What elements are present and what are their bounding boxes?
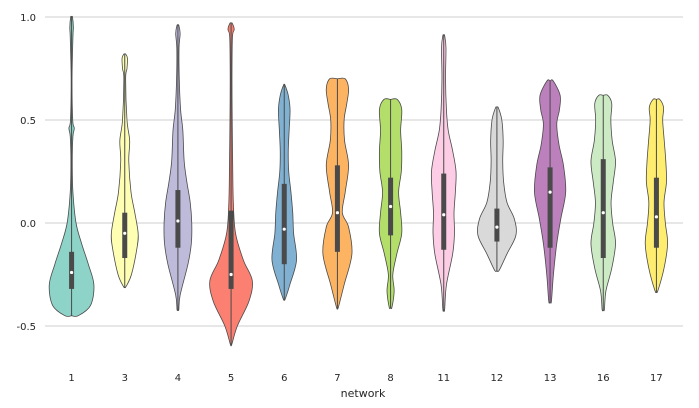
violin-median-4 <box>176 219 180 223</box>
violin-iqr-13 <box>547 167 553 248</box>
x-tick-label: 12 <box>491 373 504 384</box>
y-tick-label: 1.0 <box>20 13 36 24</box>
violin-iqr-3 <box>122 212 128 259</box>
violin-median-12 <box>495 225 499 229</box>
violin-iqr-6 <box>281 183 287 265</box>
x-tick-label: 16 <box>597 373 610 384</box>
violin-iqr-17 <box>653 177 659 248</box>
violin-median-1 <box>69 270 74 275</box>
x-tick-label: 17 <box>650 373 663 384</box>
y-axis-ticks: -0.5 0.0 0.5 1.0 <box>16 13 36 333</box>
violin-median-8 <box>388 204 393 209</box>
x-tick-label: 8 <box>387 373 393 384</box>
violin-median-11 <box>442 213 446 217</box>
x-tick-label: 1 <box>68 373 74 384</box>
violin-iqr-11 <box>441 173 447 250</box>
violin-iqr-1 <box>69 251 75 289</box>
x-tick-label: 3 <box>122 373 128 384</box>
x-tick-label: 5 <box>228 373 234 384</box>
violins <box>48 15 668 347</box>
y-tick-label: 0.0 <box>20 219 36 230</box>
x-tick-label: 4 <box>175 373 181 384</box>
gridlines <box>45 16 683 327</box>
x-tick-label: 6 <box>281 373 287 384</box>
violin-iqr-12 <box>494 208 500 242</box>
violin-median-16 <box>601 211 605 215</box>
violin-median-13 <box>548 190 552 194</box>
x-tick-label: 7 <box>334 373 340 384</box>
violin-iqr-4 <box>175 190 181 248</box>
violin-median-6 <box>282 227 286 231</box>
violin-median-17 <box>654 215 659 219</box>
violin-iqr-5 <box>228 210 234 289</box>
x-tick-label: 11 <box>437 373 450 384</box>
violin-median-3 <box>123 231 127 235</box>
y-tick-label: -0.5 <box>16 322 36 333</box>
x-tick-label: 13 <box>544 373 557 384</box>
x-axis-label: network <box>341 387 386 400</box>
violin-iqr-7 <box>334 165 340 252</box>
x-axis-ticks: 1 3 4 5 6 7 8 11 12 13 16 17 <box>68 373 662 384</box>
y-tick-label: 0.5 <box>20 116 36 127</box>
violin-median-5 <box>229 272 233 277</box>
violin-iqr-16 <box>600 159 606 259</box>
violin-median-7 <box>335 211 340 215</box>
